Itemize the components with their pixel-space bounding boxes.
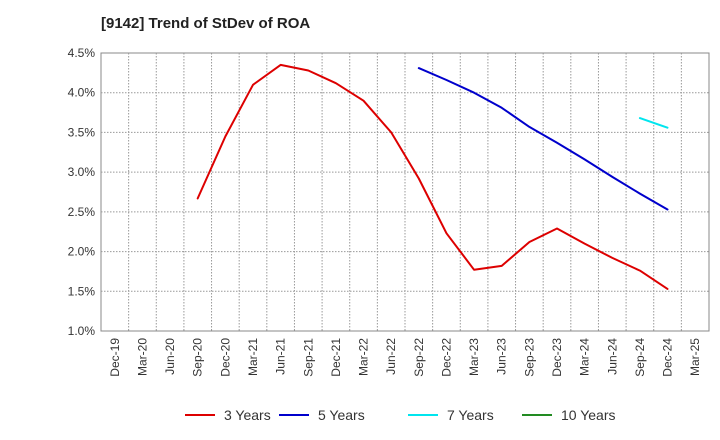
y-tick-label: 3.0% (68, 165, 96, 179)
legend-label-10-years: 10 Years (561, 407, 616, 423)
y-tick-label: 4.5% (68, 46, 96, 60)
x-tick-label: Jun-24 (605, 338, 619, 375)
series-line-3-years (196, 63, 669, 290)
legend-label-3-years: 3 Years (224, 407, 271, 423)
x-tick-label: Dec-20 (218, 338, 232, 377)
x-tick-label: Dec-21 (329, 338, 343, 377)
chart-title: [9142] Trend of StDev of ROA (101, 15, 311, 32)
x-tick-label: Jun-20 (163, 338, 177, 375)
x-tick-label: Dec-23 (550, 338, 564, 377)
x-tick-label: Sep-24 (633, 338, 647, 377)
y-tick-label: 2.0% (68, 245, 96, 259)
x-tick-label: Sep-23 (522, 338, 536, 377)
y-tick-label: 4.0% (68, 86, 96, 100)
x-tick-label: Mar-22 (357, 338, 371, 376)
y-tick-label: 2.5% (68, 205, 96, 219)
x-tick-label: Mar-23 (467, 338, 481, 376)
grid-lines (101, 53, 709, 331)
y-axis-ticks: 1.0% 1.5% 2.0% 2.5% 3.0% 3.5% 4.0% 4.5% (68, 46, 96, 338)
series-line-7-years (638, 117, 669, 129)
x-axis-ticks: Dec-19 Mar-20 Jun-20 Sep-20 Dec-20 Mar-21 Jun-… (108, 338, 702, 377)
y-tick-label: 1.5% (68, 284, 96, 298)
legend: 3 Years 5 Years 7 Years 10 Years (185, 407, 616, 423)
x-tick-label: Mar-20 (135, 338, 149, 376)
x-tick-label: Sep-20 (191, 338, 205, 377)
series-lines (196, 63, 669, 290)
x-tick-label: Dec-24 (661, 338, 675, 377)
y-tick-label: 1.0% (68, 324, 96, 338)
x-tick-label: Dec-22 (439, 338, 453, 377)
y-tick-label: 3.5% (68, 125, 96, 139)
x-tick-label: Sep-22 (412, 338, 426, 377)
x-tick-label: Dec-19 (108, 338, 122, 377)
legend-label-7-years: 7 Years (447, 407, 494, 423)
x-tick-label: Mar-25 (688, 338, 702, 376)
x-tick-label: Jun-22 (384, 338, 398, 375)
legend-label-5-years: 5 Years (318, 407, 365, 423)
x-tick-label: Mar-24 (578, 338, 592, 376)
series-line-5-years (417, 67, 669, 211)
x-tick-label: Mar-21 (246, 338, 260, 376)
x-tick-label: Jun-21 (274, 338, 288, 375)
x-tick-label: Sep-21 (301, 338, 315, 377)
x-tick-label: Jun-23 (495, 338, 509, 375)
